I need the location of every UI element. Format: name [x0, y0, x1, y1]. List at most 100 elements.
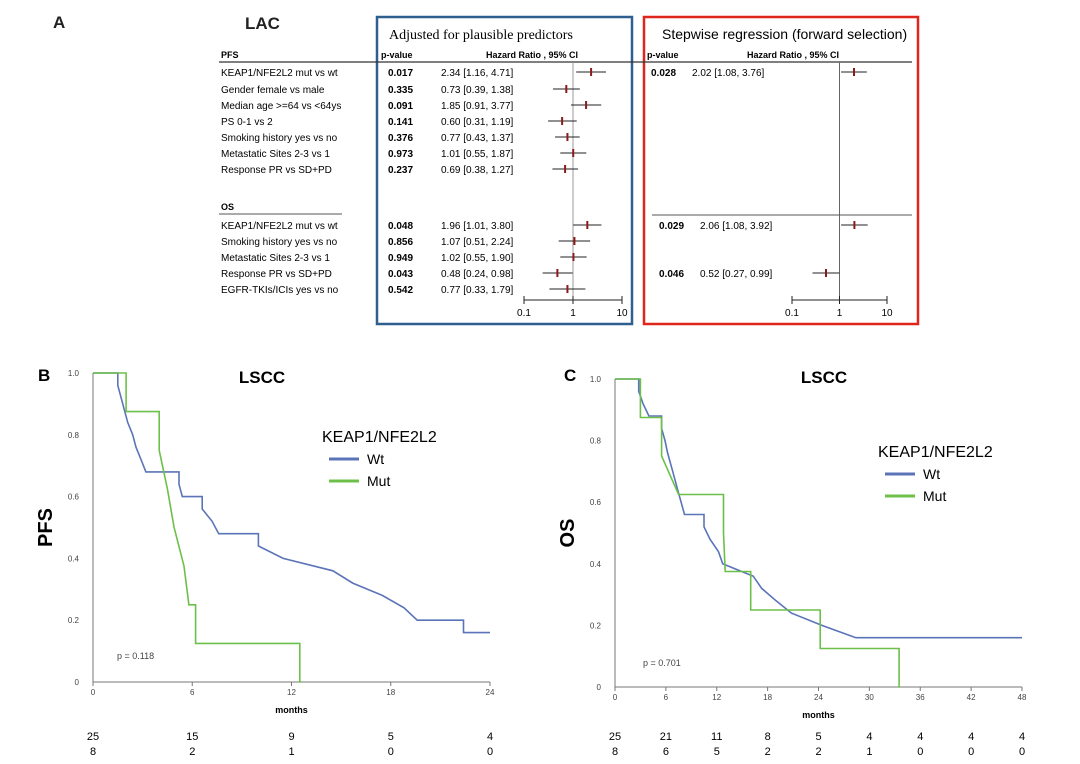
- x-tick-label: 0: [91, 688, 96, 697]
- row-label: EGFR-TKIs/ICIs yes vs no: [221, 285, 339, 296]
- row-label: KEAP1/NFE2L2 mut vs wt: [221, 68, 338, 79]
- y-tick-label: 0.4: [68, 554, 80, 563]
- forest-row: Response PR vs SD+PD 0.237 0.69 [0.38, 1.2…: [221, 165, 579, 176]
- row-pvalue: 0.542: [388, 285, 413, 296]
- row-hr-text: 1.96 [1.01, 3.80]: [441, 221, 514, 232]
- pvalue-header: p-value: [381, 50, 413, 60]
- row-pvalue: 0.376: [388, 133, 413, 144]
- panel-label: B: [38, 366, 50, 385]
- km-curve-mut: [93, 372, 302, 683]
- risk-count: 15: [186, 731, 198, 743]
- row-label: Gender female vs male: [221, 85, 325, 96]
- plot-title: LSCC: [801, 368, 847, 387]
- risk-count: 11: [711, 731, 722, 743]
- p-value-annotation: p = 0.701: [643, 658, 681, 668]
- x-tick-label: 30: [865, 693, 874, 702]
- forest-row: EGFR-TKIs/ICIs yes vs no 0.542 0.77 [0.33,…: [221, 285, 586, 296]
- row-pvalue: 0.335: [388, 85, 413, 96]
- risk-count: 5: [714, 746, 720, 758]
- x-axis-label: months: [802, 710, 835, 720]
- risk-count: 4: [1019, 731, 1025, 743]
- km-curve-mut: [615, 378, 900, 688]
- risk-count: 0: [487, 746, 493, 758]
- row-pvalue: 0.017: [388, 68, 413, 79]
- risk-count: 4: [487, 731, 493, 743]
- stepwise-pvalue-header: p-value: [647, 50, 679, 60]
- risk-count: 8: [765, 731, 771, 743]
- stepwise-box-title: Stepwise regression (forward selection): [662, 26, 907, 42]
- forest-plot: Adjusted for plausible predictors Stepwis…: [219, 15, 920, 326]
- km-curve-wt: [615, 378, 1022, 639]
- forest-tick-label: 10: [881, 308, 893, 319]
- y-tick-label: 1.0: [68, 369, 80, 378]
- panel-label: C: [564, 366, 576, 385]
- row-label: Metastatic Sites 2-3 vs 1: [221, 149, 330, 160]
- risk-count: 6: [663, 746, 669, 758]
- stepwise-hr-header: Hazard Ratio , 95% CI: [747, 50, 839, 60]
- row-hr-text: 1.01 [0.55, 1.87]: [441, 149, 514, 160]
- row-label: Response PR vs SD+PD: [221, 269, 332, 280]
- stepwise-hr-text: 2.06 [1.08, 3.92]: [700, 221, 773, 232]
- risk-count: 9: [288, 731, 294, 743]
- row-label: Median age >=64 vs <64ys: [221, 101, 341, 112]
- y-tick-label: 0: [75, 678, 80, 687]
- stepwise-pvalue: 0.046: [659, 269, 684, 280]
- x-tick-label: 6: [190, 688, 195, 697]
- forest-row: Metastatic Sites 2-3 vs 1 0.949 1.02 [0.55…: [221, 253, 587, 264]
- forest-row: Gender female vs male 0.335 0.73 [0.39, 1.…: [221, 85, 580, 96]
- y-tick-label: 0.4: [590, 560, 602, 569]
- forest-tick-label: 10: [616, 308, 628, 319]
- row-pvalue: 0.091: [388, 101, 413, 112]
- y-tick-label: 0.2: [68, 616, 80, 625]
- row-label: KEAP1/NFE2L2 mut vs wt: [221, 221, 338, 232]
- stepwise-hr-text: 0.52 [0.27, 0.99]: [700, 269, 773, 280]
- panel-a-title: LAC: [245, 14, 280, 33]
- risk-count: 4: [968, 731, 974, 743]
- risk-count: 5: [815, 731, 821, 743]
- y-tick-label: 0.8: [68, 431, 80, 440]
- y-axis-label: PFS: [35, 508, 57, 547]
- p-value-annotation: p = 0.118: [117, 651, 154, 661]
- legend-label-wt: Wt: [923, 466, 940, 482]
- x-tick-label: 12: [287, 688, 296, 697]
- stepwise-box: [642, 15, 920, 326]
- legend-label-mut: Mut: [367, 473, 390, 489]
- forest-row: Median age >=64 vs <64ys 0.091 1.85 [0.91,…: [221, 101, 602, 112]
- row-pvalue: 0.856: [388, 237, 413, 248]
- forest-row: Smoking history yes vs no 0.376 0.77 [0.43…: [221, 133, 580, 144]
- row-hr-text: 0.69 [0.38, 1.27]: [441, 165, 514, 176]
- x-tick-label: 24: [814, 693, 823, 702]
- risk-count: 2: [815, 746, 821, 758]
- adjusted-box: [375, 15, 634, 326]
- risk-count: 25: [87, 731, 99, 743]
- risk-count: 2: [189, 746, 195, 758]
- adjusted-box-title: Adjusted for plausible predictors: [389, 28, 573, 43]
- forest-tick-label: 0.1: [785, 308, 799, 319]
- risk-count: 21: [660, 731, 672, 743]
- risk-count: 4: [917, 731, 923, 743]
- risk-count: 2: [765, 746, 771, 758]
- row-label: Response PR vs SD+PD: [221, 165, 332, 176]
- forest-row: Smoking history yes vs no 0.856 1.07 [0.51…: [221, 237, 591, 248]
- plot-title: LSCC: [239, 368, 285, 387]
- risk-count: 25: [609, 731, 621, 743]
- row-label: Smoking history yes vs no: [221, 133, 338, 144]
- row-hr-text: 0.48 [0.24, 0.98]: [441, 269, 514, 280]
- row-hr-text: 2.34 [1.16, 4.71]: [441, 68, 514, 79]
- km-curve-wt: [93, 372, 490, 634]
- risk-count: 0: [968, 746, 974, 758]
- risk-count: 4: [866, 731, 872, 743]
- row-hr-text: 0.73 [0.39, 1.38]: [441, 85, 514, 96]
- stepwise-pvalue: 0.028: [651, 68, 676, 79]
- row-pvalue: 0.973: [388, 149, 413, 160]
- y-tick-label: 0.8: [590, 437, 602, 446]
- x-tick-label: 18: [763, 693, 772, 702]
- row-hr-text: 0.60 [0.31, 1.19]: [441, 117, 514, 128]
- risk-count: 8: [90, 746, 96, 758]
- forest-tick-label: 1: [837, 308, 843, 319]
- x-tick-label: 48: [1018, 693, 1027, 702]
- risk-count: 1: [866, 746, 872, 758]
- row-hr-text: 1.07 [0.51, 2.24]: [441, 237, 514, 248]
- stepwise-pvalue: 0.029: [659, 221, 684, 232]
